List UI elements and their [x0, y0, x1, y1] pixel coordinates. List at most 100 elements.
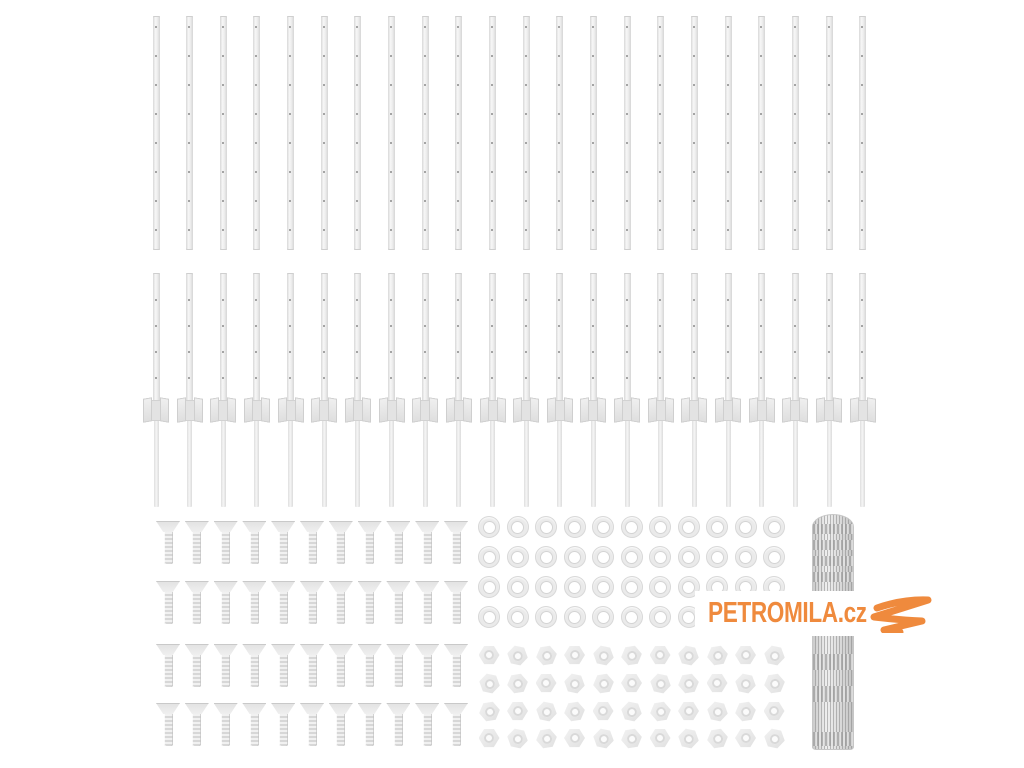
stake-anchor-plate	[318, 400, 331, 421]
hex-nut	[534, 727, 558, 749]
stake-upper-rod	[859, 273, 867, 403]
hex-nut	[563, 700, 587, 722]
perforated-rail	[388, 16, 396, 250]
screw-shaft	[192, 592, 202, 624]
countersunk-screw	[415, 703, 440, 748]
washer	[706, 546, 728, 568]
watermark-text: PETROMILA.cz	[708, 597, 867, 629]
screw-head	[328, 644, 353, 655]
screw-head	[213, 521, 238, 532]
screw-head	[386, 644, 411, 655]
stake-lower-rod	[456, 421, 462, 507]
countersunk-screw	[444, 521, 468, 566]
screw-head	[357, 521, 382, 532]
washer	[563, 516, 586, 538]
watermark-band: PETROMILA.cz	[695, 591, 1024, 636]
countersunk-screw	[328, 581, 353, 626]
stake-anchor-left-wing	[580, 397, 590, 423]
stake-anchor-left-wing	[479, 397, 489, 423]
screw-head	[213, 644, 238, 655]
perforated-rail	[657, 16, 665, 250]
screw-shaft	[365, 655, 375, 687]
stake-lower-rod	[557, 421, 563, 507]
screw-shaft	[163, 714, 173, 746]
screw-head	[415, 703, 440, 714]
perforated-rail	[859, 16, 867, 250]
countersunk-screw	[357, 703, 382, 748]
hex-nut	[534, 644, 558, 666]
hex-nut	[762, 727, 786, 750]
stake-anchor-right-wing	[530, 397, 540, 423]
washer	[677, 576, 700, 598]
stake-anchor-right-wing	[160, 397, 169, 423]
stake-upper-rod	[690, 273, 698, 403]
hex-nut	[649, 645, 671, 665]
stake-anchor-plate	[284, 400, 297, 421]
countersunk-screw	[328, 521, 353, 566]
countersunk-screw	[184, 644, 209, 689]
screw-head	[357, 703, 382, 714]
stake-anchor-left-wing	[849, 397, 859, 423]
stake-upper-rod	[287, 273, 295, 403]
hex-nut	[591, 727, 615, 750]
anchor-post	[210, 273, 237, 509]
mesh-crimp-band	[813, 572, 853, 582]
screw-head	[444, 644, 468, 655]
screw-shaft	[422, 655, 432, 687]
countersunk-screw	[213, 581, 238, 626]
anchor-post	[849, 273, 876, 509]
screw-head	[156, 644, 180, 655]
screw-shaft	[221, 714, 231, 746]
stake-anchor-plate	[789, 400, 802, 421]
stake-anchor-right-wing	[496, 397, 506, 423]
perforated-rail	[724, 16, 732, 250]
hex-nut	[535, 673, 557, 693]
hex-nut	[505, 644, 529, 667]
countersunk-screw	[386, 581, 411, 626]
countersunk-screw	[415, 644, 440, 689]
stake-anchor-right-wing	[294, 397, 304, 423]
perforated-rail	[253, 16, 261, 250]
countersunk-screw	[328, 703, 353, 748]
countersunk-screw	[242, 644, 267, 689]
perforated-rail	[455, 16, 463, 250]
stake-upper-rod	[791, 273, 799, 403]
perforated-rail	[219, 16, 227, 250]
perforated-rail	[556, 16, 564, 250]
perforated-rail	[489, 16, 496, 250]
stake-upper-rod	[489, 273, 496, 403]
stake-lower-rod	[153, 421, 159, 507]
screw-head	[444, 703, 468, 714]
washer	[706, 516, 728, 538]
stake-anchor-right-wing	[227, 397, 237, 423]
stake-anchor-left-wing	[748, 397, 758, 423]
screw-head	[386, 703, 411, 714]
screw-head	[213, 703, 238, 714]
screw-shaft	[422, 532, 432, 564]
screw-head	[415, 521, 440, 532]
screw-head	[156, 521, 180, 532]
washer	[649, 516, 671, 538]
stake-upper-rod	[219, 273, 227, 403]
washer	[649, 576, 671, 598]
countersunk-screw	[242, 703, 267, 748]
stake-anchor-plate	[217, 400, 230, 421]
stake-anchor-right-wing	[462, 397, 472, 423]
screw-shaft	[422, 592, 432, 624]
stake-anchor-plate	[856, 400, 869, 421]
perforated-rail	[758, 16, 766, 250]
hex-nut	[507, 701, 528, 721]
hex-nut	[677, 672, 701, 694]
stake-upper-rod	[825, 273, 833, 403]
stake-anchor-right-wing	[260, 397, 270, 423]
anchor-post	[378, 273, 405, 509]
countersunk-screw	[271, 521, 296, 566]
screw-shaft	[278, 592, 288, 624]
screw-head	[300, 644, 324, 655]
stake-anchor-left-wing	[176, 397, 186, 423]
anchor-post	[715, 273, 742, 509]
countersunk-screw	[357, 581, 382, 626]
anchor-post	[176, 273, 203, 509]
stake-anchor-left-wing	[614, 397, 624, 423]
countersunk-screw	[415, 581, 440, 626]
